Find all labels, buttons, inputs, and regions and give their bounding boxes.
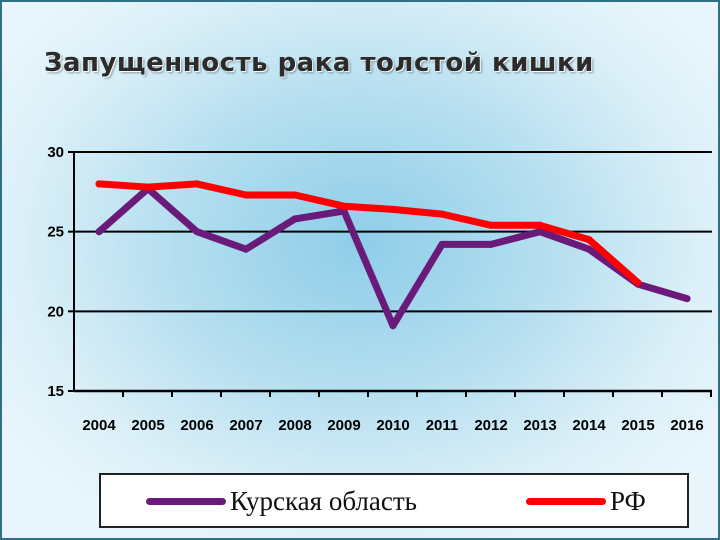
x-tick-label-2006: 2006 — [180, 417, 213, 434]
x-tick-label-2014: 2014 — [572, 417, 606, 434]
data-point-0-2016 — [683, 295, 691, 303]
data-point-1-2004 — [95, 180, 103, 188]
x-tick-label-2007: 2007 — [229, 417, 262, 434]
y-tick-label-30: 30 — [47, 144, 64, 161]
x-tick-label-2004: 2004 — [82, 417, 116, 434]
legend-swatch-rf — [526, 497, 606, 505]
data-point-1-2011 — [438, 210, 446, 218]
grid-layer — [74, 151, 712, 313]
legend-label-kursk: Курская область — [230, 485, 417, 516]
data-point-1-2007 — [242, 191, 250, 199]
x-tick-label-2010: 2010 — [376, 417, 409, 434]
data-point-0-2012 — [487, 240, 495, 248]
data-point-1-2010 — [389, 205, 397, 213]
legend-item-kursk: Курская область — [146, 485, 417, 517]
series-line-1 — [95, 180, 642, 287]
legend-label-rf: РФ — [610, 485, 646, 516]
data-point-0-2008 — [291, 215, 299, 223]
legend: Курская область РФ — [99, 473, 689, 528]
data-point-0-2004 — [95, 228, 103, 236]
data-point-0-2013 — [536, 228, 544, 236]
x-tick-label-2008: 2008 — [278, 417, 311, 434]
data-point-1-2006 — [193, 180, 201, 188]
data-point-1-2014 — [585, 236, 593, 244]
legend-swatch-kursk — [146, 497, 226, 505]
axis-layer: 15 20 25 30 2004 2005 2006 2007 2008 2009 2010 2011… — [47, 144, 712, 434]
x-tick-label-2015: 2015 — [621, 417, 654, 434]
data-point-0-2011 — [438, 240, 446, 248]
x-tick-label-2013: 2013 — [523, 417, 556, 434]
x-tick-label-2011: 2011 — [426, 417, 459, 434]
x-tick-label-2016: 2016 — [670, 417, 703, 434]
data-point-1-2005 — [144, 183, 152, 191]
data-point-0-2006 — [193, 228, 201, 236]
data-point-1-2012 — [487, 221, 495, 229]
y-tick-label-20: 20 — [47, 303, 64, 320]
x-tick-label-2005: 2005 — [131, 417, 164, 434]
data-point-1-2008 — [291, 191, 299, 199]
line-chart: 15 20 25 30 2004 2005 2006 2007 2008 2009 2010 2011… — [47, 144, 712, 434]
data-point-1-2009 — [340, 202, 348, 210]
data-point-0-2010 — [389, 322, 397, 330]
slide-title: Запущенность рака толстой кишки — [44, 48, 594, 78]
series-layer — [95, 180, 691, 330]
y-tick-label-15: 15 — [47, 383, 64, 400]
data-point-1-2015 — [634, 279, 642, 287]
x-tick-label-2012: 2012 — [474, 417, 507, 434]
legend-item-rf: РФ — [526, 485, 646, 517]
x-tick-label-2009: 2009 — [327, 417, 360, 434]
y-tick-label-25: 25 — [47, 224, 64, 241]
data-point-1-2013 — [536, 221, 544, 229]
data-point-0-2007 — [242, 245, 250, 253]
data-point-0-2014 — [585, 245, 593, 253]
